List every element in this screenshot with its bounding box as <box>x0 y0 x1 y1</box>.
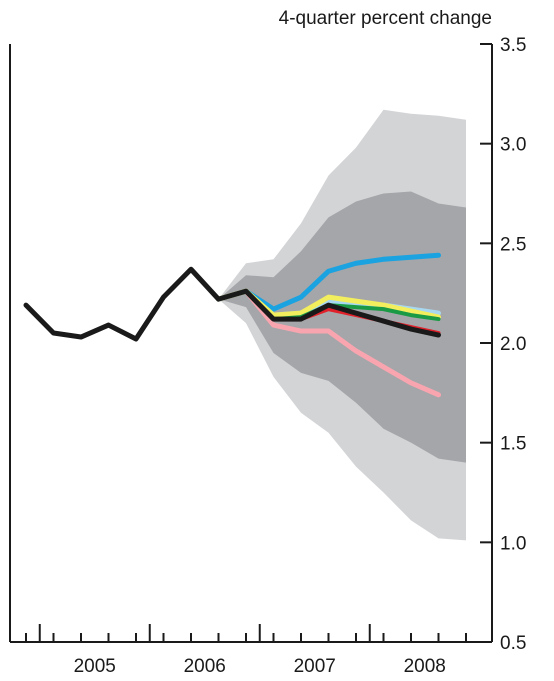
y-tick-label: 3.0 <box>500 135 526 156</box>
fan-bands <box>218 109 466 541</box>
y-tick-label: 2.0 <box>500 334 526 355</box>
y-tick-label: 2.5 <box>500 234 526 255</box>
y-tick-label: 3.5 <box>500 35 526 56</box>
x-tick-label: 2006 <box>184 656 226 677</box>
y-tick-label: 1.5 <box>500 434 526 455</box>
x-tick-label: 2008 <box>404 656 446 677</box>
y-tick-label: 1.0 <box>500 533 526 554</box>
unit-label: 4-quarter percent change <box>279 8 492 29</box>
series-line-6 <box>23 266 441 342</box>
x-tick-label: 2007 <box>294 656 336 677</box>
y-tick-label: 0.5 <box>500 633 526 654</box>
x-tick-label: 2005 <box>74 656 116 677</box>
series-lines <box>23 252 441 398</box>
axes: 0.5 1.0 1.5 2.0 2.5 3.0 3.5 2005 2006 2007 2008 <box>9 35 526 677</box>
